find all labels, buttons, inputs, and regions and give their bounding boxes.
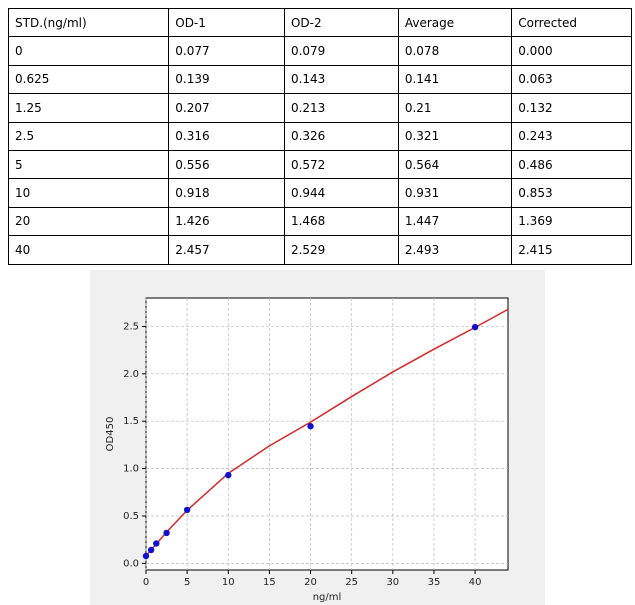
- cell: 2.5: [7, 121, 170, 151]
- x-tick-label: 30: [386, 577, 399, 588]
- x-tick-label: 40: [469, 577, 482, 588]
- x-tick-label: 35: [428, 577, 441, 588]
- cell: 0.556: [168, 149, 285, 180]
- cell: 0.572: [283, 149, 399, 180]
- plot-area: [145, 297, 509, 571]
- cell: 2.457: [168, 235, 285, 265]
- cell: 1.369: [511, 206, 632, 237]
- table-row: 2.5 0.316 0.326 0.321 0.243: [7, 121, 632, 151]
- cell: 2.415: [511, 235, 632, 265]
- y-tick-label: 0.0: [123, 558, 139, 569]
- cell: 0.132: [511, 93, 632, 123]
- cell: 2.493: [397, 235, 513, 265]
- cell: 0.944: [283, 178, 399, 208]
- table-row: 40 2.457 2.529 2.493 2.415: [7, 235, 632, 265]
- cell: 0.207: [168, 93, 285, 123]
- cell: OD-1: [168, 7, 285, 38]
- cell: Corrected: [511, 7, 632, 38]
- x-axis-label: ng/ml: [313, 592, 342, 603]
- cell: 0.139: [168, 64, 285, 95]
- cell: 0.141: [397, 64, 513, 95]
- data-point: [307, 423, 314, 430]
- x-tick-label: 5: [184, 577, 190, 588]
- cell: 40: [7, 235, 170, 265]
- cell: 0.213: [283, 93, 399, 123]
- cell: 0.063: [511, 64, 632, 95]
- cell: 0.078: [397, 36, 513, 66]
- x-tick-label: 15: [263, 577, 276, 588]
- table-row: 10 0.918 0.944 0.931 0.853: [7, 178, 632, 208]
- x-tick-label: 10: [222, 577, 235, 588]
- data-point: [153, 540, 160, 547]
- header-row: STD.(ng/ml) OD-1 OD-2 Average Corrected: [7, 7, 632, 38]
- data-point: [142, 552, 150, 560]
- cell: 0.918: [168, 178, 285, 208]
- data-table: STD.(ng/ml) OD-1 OD-2 Average Corrected 0 0.07…: [7, 7, 632, 265]
- cell: 1.468: [283, 206, 399, 237]
- data-point: [163, 529, 170, 537]
- cell: 0.243: [511, 121, 632, 151]
- cell: 10: [7, 178, 170, 208]
- cell: 5: [7, 149, 170, 180]
- cell: 1.25: [7, 93, 170, 123]
- data-point: [225, 471, 232, 479]
- y-tick-label: 1.0: [123, 464, 139, 475]
- x-tick-label: 0: [143, 577, 149, 588]
- cell: 2.529: [283, 235, 399, 265]
- cell: 20: [7, 206, 170, 237]
- data-point: [183, 506, 191, 514]
- cell: 1.447: [397, 206, 513, 237]
- cell: 0.931: [397, 178, 513, 208]
- cell: 0.077: [168, 36, 285, 66]
- y-tick-label: 2.0: [123, 369, 139, 380]
- data-point: [147, 546, 155, 554]
- cell: 0.21: [397, 93, 513, 123]
- cell: 0.326: [283, 121, 399, 151]
- cell: 0: [7, 36, 170, 66]
- table-row: 5 0.556 0.572 0.564 0.486: [7, 149, 632, 180]
- cell: 0.486: [511, 149, 632, 180]
- y-tick-label: 2.5: [123, 321, 139, 332]
- data-point: [471, 323, 479, 331]
- cell: 0.853: [511, 178, 632, 208]
- cell: 0.079: [283, 36, 399, 66]
- cell: 0.625: [7, 64, 170, 95]
- x-tick-label: 25: [345, 577, 358, 588]
- y-tick-label: 1.5: [123, 416, 139, 427]
- cell: 0.321: [397, 121, 513, 151]
- chart: ng/ml OD450 0 5 10 15 20 25 30 35 40 0.0 0.5 1.0 1.5…: [90, 270, 545, 605]
- y-axis-label: OD450: [105, 417, 116, 452]
- cell: 0.564: [397, 149, 513, 180]
- cell: 0.143: [283, 64, 399, 95]
- cell: Average: [397, 7, 513, 38]
- table-row: 0.625 0.139 0.143 0.141 0.063: [7, 64, 632, 95]
- x-tick-label: 20: [304, 577, 317, 588]
- fit-curve: [145, 308, 509, 557]
- cell: 1.426: [168, 206, 285, 237]
- table-row: 0 0.077 0.079 0.078 0.000: [7, 36, 632, 66]
- table-row: 1.25 0.207 0.213 0.21 0.132: [7, 93, 632, 123]
- cell: 0.000: [511, 36, 632, 66]
- y-tick-label: 0.5: [123, 511, 139, 522]
- table-row: 20 1.426 1.468 1.447 1.369: [7, 206, 632, 237]
- cell: OD-2: [283, 7, 399, 38]
- cell: 0.316: [168, 121, 285, 151]
- cell: STD.(ng/ml): [7, 7, 170, 38]
